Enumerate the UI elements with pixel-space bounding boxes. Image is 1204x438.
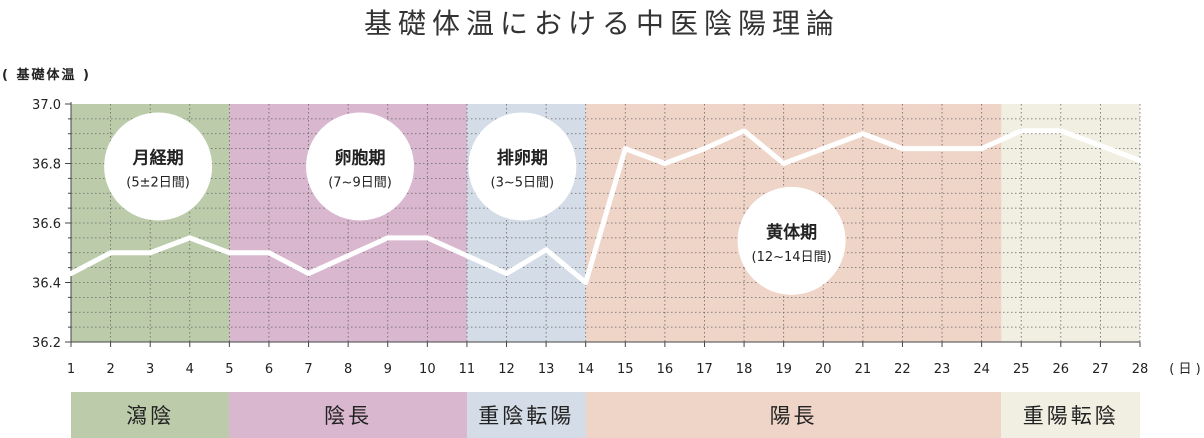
x-tick-label-18: 19 — [775, 362, 792, 377]
phase-band-label-1: 陰長 — [324, 404, 373, 428]
phase-band-label-0: 瀉陰 — [126, 404, 175, 428]
x-tick-label-25: 26 — [1053, 362, 1070, 377]
x-unit-label: ( 日 ) — [1169, 362, 1200, 377]
temperature-line — [68, 128, 1143, 285]
x-tick-label-26: 27 — [1092, 362, 1109, 377]
x-tick-label-23: 24 — [973, 362, 990, 377]
phase-band-1: 陰長 — [229, 392, 467, 438]
x-tick-label-20: 21 — [855, 362, 872, 377]
y-tick-label-1: 36.4 — [32, 277, 61, 292]
x-tick-label-5: 6 — [265, 362, 273, 377]
phase-band-4: 重陽転陰 — [1001, 392, 1140, 438]
x-tick-label-13: 14 — [577, 362, 594, 377]
x-tick-label-2: 3 — [146, 362, 154, 377]
phase-duration-3: (12~14日間) — [752, 250, 832, 265]
x-tick-label-7: 8 — [344, 362, 352, 377]
y-tick-label-3: 36.8 — [32, 158, 61, 173]
x-tick-label-22: 23 — [934, 362, 951, 377]
chart-title: 基礎体温における中医陰陽理論 — [363, 7, 840, 40]
x-tick-label-1: 2 — [106, 362, 114, 377]
y-tick-label-2: 36.6 — [32, 217, 61, 232]
line-chart: 36.236.436.636.837.01 2 3 4 5 6 7 8 9 10 11 12 13 14 1… — [32, 98, 1201, 377]
x-tick-label-3: 4 — [186, 362, 194, 377]
x-tick-label-27: 28 — [1132, 362, 1149, 377]
y-tick-label-0: 36.2 — [32, 336, 61, 351]
y-axis-label: ( 基礎体温 ) — [2, 68, 91, 83]
x-tick-label-0: 1 — [67, 362, 75, 377]
y-tick-label-4: 37.0 — [32, 98, 61, 113]
phase-name-0: 月経期 — [132, 147, 184, 168]
x-tick-label-6: 7 — [304, 362, 312, 377]
phase-band-2: 重陰転陽 — [466, 392, 586, 438]
phase-circle-1 — [306, 112, 415, 221]
phase-band-3: 陽長 — [585, 392, 1002, 438]
phase-duration-2: (3~5日間) — [491, 175, 555, 190]
x-tick-label-24: 25 — [1013, 362, 1030, 377]
x-tick-label-16: 17 — [696, 362, 713, 377]
phase-band-0: 瀉陰 — [71, 392, 230, 438]
phase-circle-2 — [468, 112, 577, 221]
phase-band-label-3: 陽長 — [769, 404, 818, 428]
x-tick-label-11: 12 — [498, 362, 515, 377]
phase-circle-3 — [737, 186, 846, 295]
x-tick-label-4: 5 — [225, 362, 233, 377]
phase-duration-0: (5±2日間) — [126, 175, 190, 190]
x-tick-label-15: 16 — [657, 362, 674, 377]
phase-name-1: 卵胞期 — [335, 147, 386, 168]
x-tick-label-14: 15 — [617, 362, 634, 377]
phase-name-3: 黄体期 — [766, 222, 817, 243]
phase-region-4 — [1001, 104, 1140, 342]
x-tick-label-12: 13 — [538, 362, 555, 377]
phase-band-label-4: 重陽転陰 — [1022, 404, 1119, 428]
x-tick-label-8: 9 — [384, 362, 392, 377]
phase-circle-0 — [104, 112, 213, 221]
x-tick-label-10: 11 — [459, 362, 476, 377]
phase-band-label-2: 重陰転陽 — [478, 404, 575, 428]
x-tick-label-9: 10 — [419, 362, 436, 377]
phase-name-2: 排卵期 — [497, 147, 548, 168]
x-tick-label-21: 22 — [894, 362, 911, 377]
phase-duration-1: (7~9日間) — [328, 175, 392, 190]
x-tick-label-19: 20 — [815, 362, 832, 377]
x-tick-label-17: 18 — [736, 362, 753, 377]
